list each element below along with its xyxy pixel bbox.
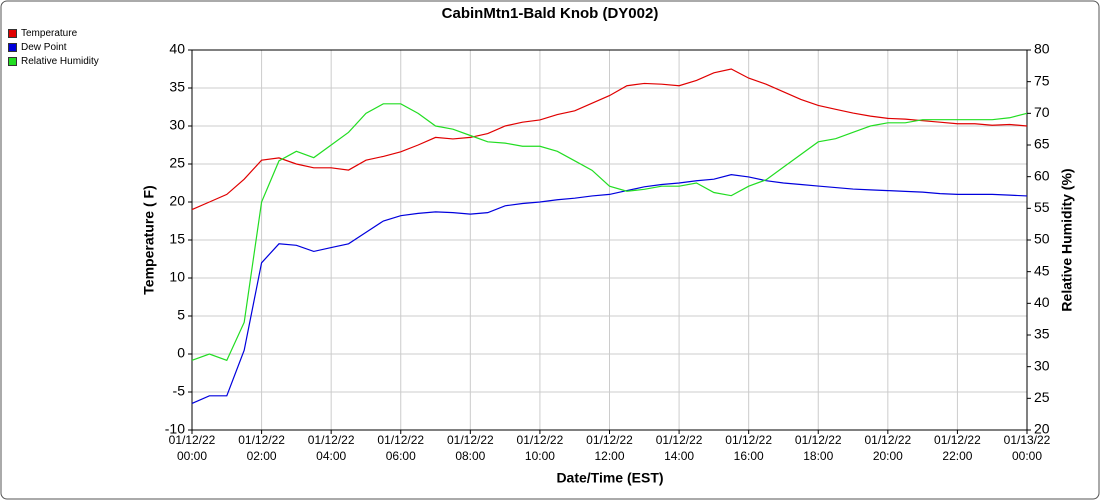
y2-tick-label: 80 xyxy=(1034,41,1050,57)
series-line xyxy=(191,68,1028,211)
y2-tick-label: 40 xyxy=(1034,294,1050,310)
y-tick-label: -5 xyxy=(173,383,186,399)
x-tick-label: 01/12/22 04:00 xyxy=(307,433,355,463)
legend-item: Relative Humidity xyxy=(8,56,99,67)
y2-tick-label: 30 xyxy=(1034,357,1050,373)
plot-border xyxy=(191,49,1028,431)
x-tick-label: 01/12/22 08:00 xyxy=(446,433,494,463)
x-tick-label: 01/12/22 22:00 xyxy=(934,433,981,463)
y2-tick-label: 45 xyxy=(1034,262,1050,278)
y-tick-label: 35 xyxy=(169,79,185,95)
y-tick-label: 0 xyxy=(177,345,185,361)
y2-tick-label: 70 xyxy=(1034,104,1050,120)
y2-tick-label: 25 xyxy=(1034,389,1050,405)
x-tick-label: 01/12/22 20:00 xyxy=(864,433,912,463)
legend-label: Dew Point xyxy=(21,42,67,53)
legend-label: Relative Humidity xyxy=(21,56,99,67)
legend-swatch xyxy=(8,29,17,38)
y-tick-label: 25 xyxy=(169,155,185,171)
x-tick-label: 01/12/22 10:00 xyxy=(516,433,564,463)
y2-tick-label: 20 xyxy=(1034,421,1050,437)
x-tick-label: 01/12/22 16:00 xyxy=(725,433,773,463)
y-tick-label: 40 xyxy=(169,41,185,57)
legend-label: Temperature xyxy=(21,28,78,39)
x-tick-label: 01/12/22 06:00 xyxy=(377,433,425,463)
y2-tick-label: 50 xyxy=(1034,231,1050,247)
y2-tick-label: 55 xyxy=(1034,199,1050,215)
x-tick-label: 01/12/22 12:00 xyxy=(586,433,633,463)
y-tick-label: -10 xyxy=(165,421,185,437)
y-tick-label: 10 xyxy=(169,269,185,285)
x-tick-label: 01/12/22 00:00 xyxy=(168,433,216,463)
x-tick-label: 01/12/22 14:00 xyxy=(655,433,703,463)
legend-swatch xyxy=(8,57,17,66)
x-axis-label: Date/Time (EST) xyxy=(556,470,663,486)
legend-item: Dew Point xyxy=(8,42,67,53)
y-tick-label: 5 xyxy=(177,307,185,323)
chart-title: CabinMtn1-Bald Knob (DY002) xyxy=(442,5,659,22)
series-line xyxy=(191,103,1028,362)
y2-tick-label: 65 xyxy=(1034,136,1050,152)
y2-tick-label: 60 xyxy=(1034,167,1050,183)
y2-tick-label: 75 xyxy=(1034,72,1050,88)
legend-item: Temperature xyxy=(8,28,77,39)
y-tick-label: 30 xyxy=(169,117,185,133)
series-line xyxy=(191,174,1028,404)
y-axis-label: Temperature ( F) xyxy=(141,185,157,294)
x-tick-label: 01/12/22 02:00 xyxy=(238,433,285,463)
y2-tick-label: 35 xyxy=(1034,326,1050,342)
y-tick-label: 15 xyxy=(169,231,185,247)
x-tick-label: 01/12/22 18:00 xyxy=(794,433,842,463)
x-tick-label: 01/13/22 00:00 xyxy=(1003,433,1051,463)
y2-axis-label: Relative Humidity (%) xyxy=(1059,168,1075,311)
legend-swatch xyxy=(8,43,17,52)
y-tick-label: 20 xyxy=(169,193,185,209)
